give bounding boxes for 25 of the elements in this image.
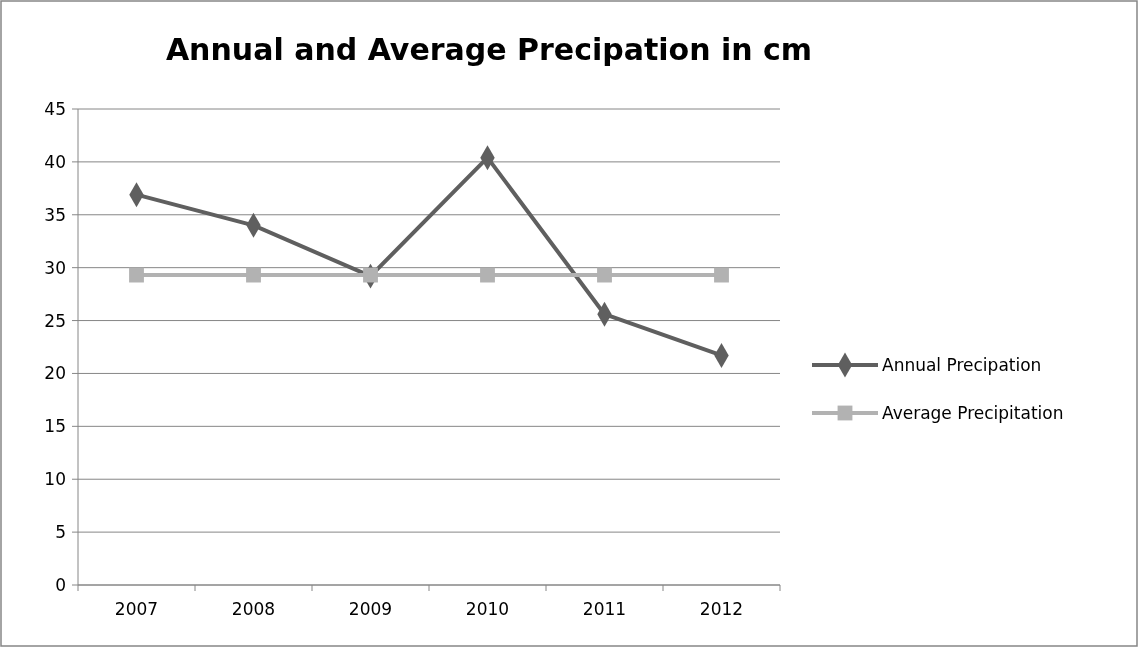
y-tick-label: 15 bbox=[44, 416, 66, 437]
y-tick-label: 35 bbox=[44, 204, 66, 225]
y-tick-label: 40 bbox=[44, 151, 66, 172]
x-tick-label: 2012 bbox=[699, 599, 744, 619]
x-tick-label: 2009 bbox=[348, 599, 393, 619]
point bbox=[246, 267, 261, 283]
y-tick-label: 20 bbox=[44, 363, 66, 384]
y-tick-label: 0 bbox=[55, 574, 66, 595]
point bbox=[714, 267, 729, 283]
y-tick-label: 25 bbox=[44, 310, 66, 331]
point bbox=[363, 267, 378, 283]
x-tick-label: 2011 bbox=[582, 599, 627, 619]
legend-label: Average Precipitation bbox=[882, 402, 1064, 423]
legend-label: Annual Precipation bbox=[882, 354, 1042, 375]
y-tick-label: 30 bbox=[44, 257, 66, 278]
point bbox=[597, 267, 612, 283]
point bbox=[129, 267, 144, 283]
x-tick-label: 2008 bbox=[231, 599, 276, 619]
y-tick-label: 10 bbox=[44, 469, 66, 490]
chart-title: Annual and Average Precipation in cm bbox=[165, 32, 813, 67]
x-tick-label: 2010 bbox=[465, 599, 510, 619]
x-tick-label: 2007 bbox=[114, 599, 159, 619]
point bbox=[480, 267, 495, 283]
y-tick-label: 45 bbox=[44, 98, 66, 119]
y-tick-label: 5 bbox=[55, 522, 66, 543]
